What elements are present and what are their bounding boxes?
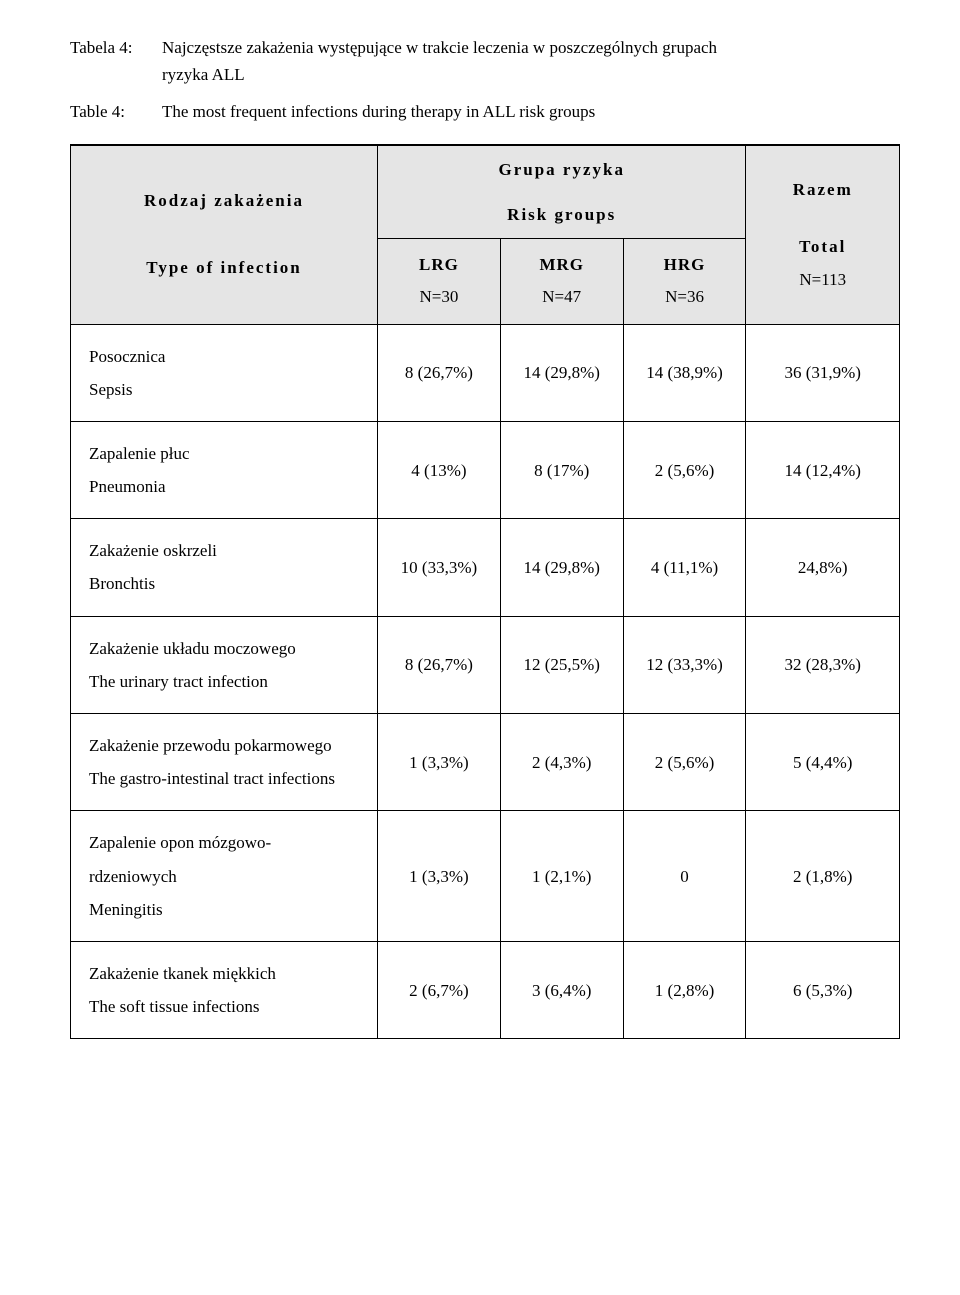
header-type-of-infection: Rodzaj zakażenia Type of infection xyxy=(71,145,378,324)
header-total-pl: Razem xyxy=(752,176,893,203)
cell-total: 5 (4,4%) xyxy=(746,714,900,811)
table-row: Zakażenie układu moczowego The urinary t… xyxy=(71,616,900,713)
cell: 12 (25,5%) xyxy=(500,616,623,713)
table-row: Zakażenie przewodu pokarmowego The gastr… xyxy=(71,714,900,811)
cell: 1 (3,3%) xyxy=(378,811,501,942)
label-en: The gastro-intestinal tract infections xyxy=(89,765,363,792)
label-pl: Zapalenie opon mózgowo- xyxy=(89,829,363,856)
label-en: The urinary tract infection xyxy=(89,668,363,695)
table-row: Zakażenie tkanek miękkich The soft tissu… xyxy=(71,941,900,1038)
w3: mózgowo- xyxy=(199,833,272,852)
row-label: Posocznica Sepsis xyxy=(71,324,378,421)
cell: 8 (26,7%) xyxy=(378,616,501,713)
table-row: Zapalenie opon mózgowo- rdzeniowych Meni… xyxy=(71,811,900,942)
cell: 2 (5,6%) xyxy=(623,421,746,518)
cell-total: 6 (5,3%) xyxy=(746,941,900,1038)
label-en: Sepsis xyxy=(89,376,363,403)
table-row: Zakażenie oskrzeli Bronchtis 10 (33,3%) … xyxy=(71,519,900,616)
caption-text-pl: Najczęstsze zakażenia występujące w trak… xyxy=(162,34,900,88)
cell: 2 (5,6%) xyxy=(623,714,746,811)
infections-table: Rodzaj zakażenia Type of infection Grupa… xyxy=(70,144,900,1040)
label-pl: Zakażenie przewodu pokarmowego xyxy=(89,732,363,759)
cell-total: 36 (31,9%) xyxy=(746,324,900,421)
header-total: Razem Total N=113 xyxy=(746,145,900,324)
row-label: Zapalenie płuc Pneumonia xyxy=(71,421,378,518)
header-risk-groups: Grupa ryzyka Risk groups xyxy=(378,145,746,239)
label-pl: Zapalenie płuc xyxy=(89,440,363,467)
cell-total: 14 (12,4%) xyxy=(746,421,900,518)
label-en: Pneumonia xyxy=(89,473,363,500)
caption-label-en: Table 4: xyxy=(70,98,162,125)
header-col-mrg: MRG N=47 xyxy=(500,238,623,324)
cell: 2 (6,7%) xyxy=(378,941,501,1038)
label-en: The soft tissue infections xyxy=(89,993,363,1020)
label-en: Bronchtis xyxy=(89,570,363,597)
cell-total: 2 (1,8%) xyxy=(746,811,900,942)
caption-label-pl: Tabela 4: xyxy=(70,34,162,88)
cell: 3 (6,4%) xyxy=(500,941,623,1038)
header-col-lrg: LRG N=30 xyxy=(378,238,501,324)
table-row: Zapalenie płuc Pneumonia 4 (13%) 8 (17%)… xyxy=(71,421,900,518)
cell: 14 (29,8%) xyxy=(500,324,623,421)
label-en: Meningitis xyxy=(89,896,363,923)
label-pl: Posocznica xyxy=(89,343,363,370)
cell: 0 xyxy=(623,811,746,942)
cell: 1 (2,1%) xyxy=(500,811,623,942)
w2: opon xyxy=(160,833,194,852)
cell: 8 (17%) xyxy=(500,421,623,518)
row-label: Zakażenie układu moczowego The urinary t… xyxy=(71,616,378,713)
cell: 12 (33,3%) xyxy=(623,616,746,713)
col-name: MRG xyxy=(507,249,617,281)
header-group-pl: Grupa ryzyka xyxy=(384,156,739,183)
row-label: Zapalenie opon mózgowo- rdzeniowych Meni… xyxy=(71,811,378,942)
header-left-en: Type of infection xyxy=(77,246,371,290)
row-label: Zakażenie oskrzeli Bronchtis xyxy=(71,519,378,616)
col-n: N=47 xyxy=(507,281,617,313)
col-name: HRG xyxy=(630,249,740,281)
cell: 2 (4,3%) xyxy=(500,714,623,811)
caption-polish: Tabela 4: Najczęstsze zakażenia występuj… xyxy=(70,34,900,88)
cell: 1 (3,3%) xyxy=(378,714,501,811)
label-pl: Zakażenie tkanek miękkich xyxy=(89,960,363,987)
caption-line2: ryzyka ALL xyxy=(162,65,245,84)
header-total-en: Total xyxy=(752,233,893,260)
cell: 4 (11,1%) xyxy=(623,519,746,616)
table-row: Posocznica Sepsis 8 (26,7%) 14 (29,8%) 1… xyxy=(71,324,900,421)
cell: 14 (38,9%) xyxy=(623,324,746,421)
col-n: N=30 xyxy=(384,281,494,313)
caption-text-en: The most frequent infections during ther… xyxy=(162,98,900,125)
header-col-hrg: HRG N=36 xyxy=(623,238,746,324)
label-pl: Zakażenie układu moczowego xyxy=(89,635,363,662)
table-captions: Tabela 4: Najczęstsze zakażenia występuj… xyxy=(70,34,900,126)
row-label: Zakażenie przewodu pokarmowego The gastr… xyxy=(71,714,378,811)
caption-line1: Najczęstsze zakażenia występujące w trak… xyxy=(162,38,717,57)
col-n: N=36 xyxy=(630,281,740,313)
cell: 10 (33,3%) xyxy=(378,519,501,616)
label-pl2: rdzeniowych xyxy=(89,863,363,890)
cell: 4 (13%) xyxy=(378,421,501,518)
caption-english: Table 4: The most frequent infections du… xyxy=(70,98,900,125)
cell-total: 24,8%) xyxy=(746,519,900,616)
cell: 14 (29,8%) xyxy=(500,519,623,616)
header-group-en: Risk groups xyxy=(384,201,739,228)
header-total-n: N=113 xyxy=(752,266,893,293)
cell: 8 (26,7%) xyxy=(378,324,501,421)
col-name: LRG xyxy=(384,249,494,281)
w1: Zapalenie xyxy=(89,833,156,852)
label-pl: Zakażenie oskrzeli xyxy=(89,537,363,564)
row-label: Zakażenie tkanek miękkich The soft tissu… xyxy=(71,941,378,1038)
cell-total: 32 (28,3%) xyxy=(746,616,900,713)
cell: 1 (2,8%) xyxy=(623,941,746,1038)
header-left-pl: Rodzaj zakażenia xyxy=(77,179,371,223)
